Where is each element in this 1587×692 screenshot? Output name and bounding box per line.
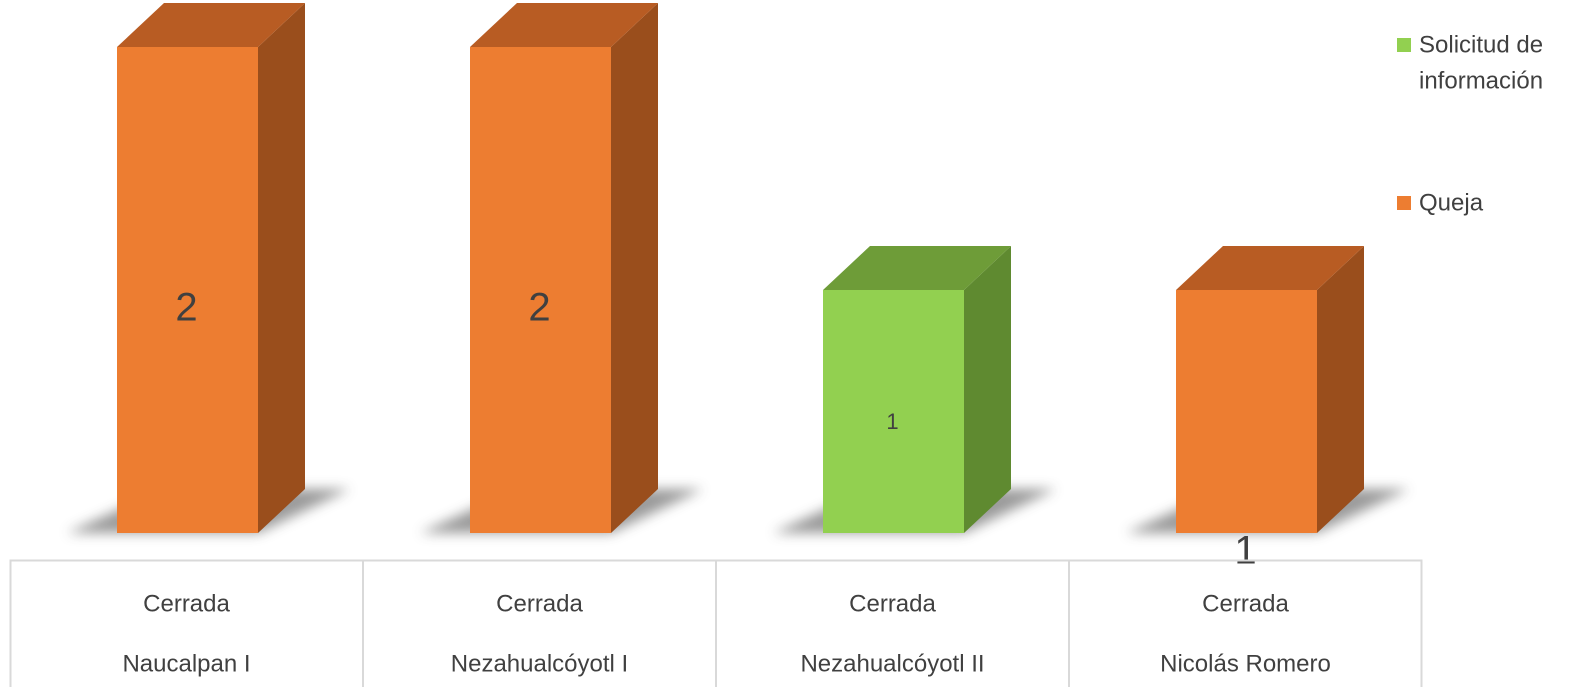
category-label: Naucalpan I — [122, 650, 250, 677]
legend-swatch — [1397, 196, 1411, 210]
legend-label: Solicitud de — [1419, 31, 1543, 58]
bar-side-face — [964, 246, 1011, 533]
bar — [470, 47, 611, 533]
bars — [117, 3, 1364, 533]
bar-top-face — [117, 3, 305, 47]
category-label: Nicolás Romero — [1160, 650, 1331, 677]
category-label: Nezahualcóyotl II — [800, 650, 984, 677]
data-label: 1 — [886, 409, 898, 434]
legend: Solicitud de información Queja — [1397, 31, 1543, 216]
data-label: 2 — [175, 286, 197, 330]
bar-side-face — [1317, 246, 1364, 533]
legend-label: información — [1419, 67, 1543, 94]
data-label: 2 — [528, 286, 550, 330]
bar-side-face — [258, 3, 305, 533]
category-axis-table: Cerrada Naucalpan I Cerrada Nezahualcóyotl … — [9, 559, 1423, 692]
category-label: Cerrada — [143, 590, 230, 617]
bar-top-face — [823, 246, 1011, 290]
bar-top-face — [470, 3, 658, 47]
bar — [117, 47, 258, 533]
category-label: Cerrada — [496, 590, 583, 617]
category-label: Cerrada — [1202, 590, 1289, 617]
category-label: Nezahualcóyotl I — [451, 650, 628, 677]
data-label: 1 — [1234, 529, 1256, 573]
legend-swatch — [1397, 38, 1411, 52]
category-label: Cerrada — [849, 590, 936, 617]
bar-side-face — [611, 3, 658, 533]
bar-top-face — [1176, 246, 1364, 290]
legend-label: Queja — [1419, 189, 1484, 216]
data-labels: 2 2 1 1 — [175, 286, 1256, 573]
bar — [823, 290, 964, 533]
bar — [1176, 290, 1317, 533]
